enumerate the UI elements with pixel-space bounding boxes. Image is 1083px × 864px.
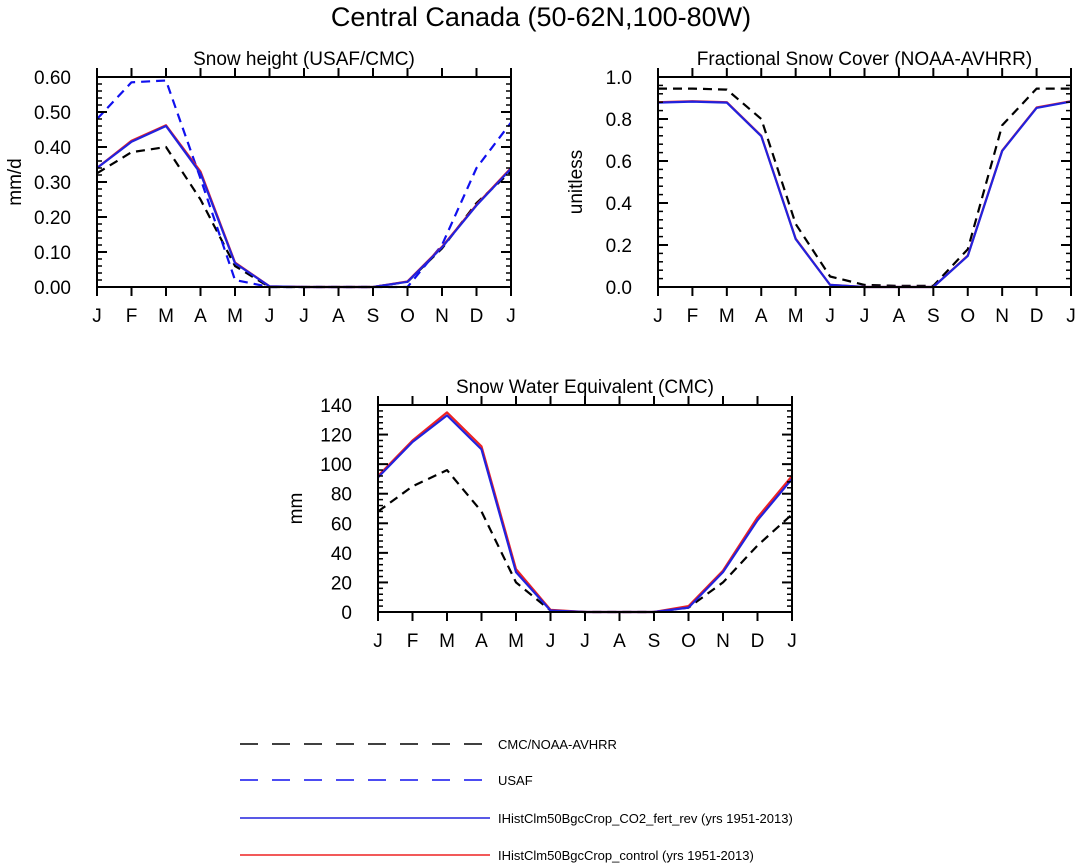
legend-label: IHistClm50BgcCrop_CO2_fert_rev (yrs 1951…: [498, 811, 793, 826]
series-group: [96, 79, 512, 289]
x-tick-label: M: [439, 631, 455, 652]
y-tick-label: 40: [331, 544, 352, 565]
fractional-snow-cover-panel: Fractional Snow Cover (NOAA-AVHRR) unitle…: [566, 49, 1076, 327]
x-tick-label: F: [126, 306, 138, 327]
x-tick-label: N: [995, 306, 1009, 327]
x-tick-label: J: [546, 631, 556, 652]
series-group: [657, 87, 1072, 289]
x-tick-label: J: [580, 631, 590, 652]
y-tick-label: 0.8: [606, 110, 632, 131]
y-tick-label: 100: [320, 455, 352, 476]
y-tick-label: 0.10: [34, 243, 71, 264]
snow-water-equivalent-panel: Snow Water Equivalent (CMC)mmJ F M A M J J A S O N…: [286, 377, 797, 652]
x-tick-label: J: [860, 306, 870, 327]
x-tick-label: N: [716, 631, 730, 652]
x-tick-label: S: [367, 306, 380, 327]
x-tick-label: M: [788, 306, 804, 327]
x-tick-label: J: [825, 306, 835, 327]
x-tick-label: O: [960, 306, 975, 327]
series-line-ihistclm50bgccrop-co2-fert-rev-yrs-1951-2013-: [377, 414, 793, 614]
x-tick-label: M: [158, 306, 174, 327]
y-tick-label: 0.4: [606, 194, 633, 215]
x-tick-label: A: [475, 631, 488, 652]
legend-entry: USAF: [240, 773, 533, 788]
y-tick-label: 0.20: [34, 208, 71, 229]
x-tick-label: M: [508, 631, 524, 652]
series-line-cmc-noaa-avhrr: [377, 469, 793, 614]
series-line-cmc-noaa-avhrr: [658, 87, 1071, 287]
y-tick-label: 0.2: [606, 236, 632, 257]
x-tick-label: J: [506, 306, 516, 327]
series-line-ihistclm50bgccrop-control-yrs-1951-2013-: [377, 411, 793, 614]
x-tick-label: J: [92, 306, 102, 327]
x-tick-label: A: [893, 306, 906, 327]
y-tick-label: 60: [331, 514, 352, 535]
legend: CMC/NOAA-AVHRR USAF IHistClm50BgcCrop_CO2_…: [240, 737, 793, 863]
y-tick-label: 0.60: [34, 68, 71, 89]
x-tick-label: A: [194, 306, 207, 327]
y-tick-label: 1.0: [606, 68, 632, 89]
x-tick-label: M: [719, 306, 735, 327]
plot-frame: [377, 404, 793, 613]
x-tick-label: F: [687, 306, 699, 327]
series-group: [377, 411, 793, 614]
y-tick-label: 0.50: [34, 103, 71, 124]
series-line-usaf: [96, 79, 512, 289]
x-tick-label: D: [751, 631, 765, 652]
x-tick-label: O: [681, 631, 696, 652]
y-axis-label: mm: [286, 493, 307, 525]
panel-title: Snow height (USAF/CMC): [193, 49, 415, 70]
x-tick-label: J: [787, 631, 797, 652]
x-tick-label: D: [470, 306, 484, 327]
x-tick-label: A: [613, 631, 626, 652]
series-line-cmc-noaa-avhrr: [96, 145, 512, 289]
x-tick-label: J: [1066, 306, 1076, 327]
y-tick-label: 0.0: [606, 278, 632, 299]
x-tick-label: S: [648, 631, 661, 652]
plot-frame: [96, 76, 512, 288]
x-tick-label: J: [653, 306, 663, 327]
snow-height-panel: Snow height (USAF/CMC)mm/dJ F M A M J J A S O N D J0…: [5, 49, 516, 327]
y-tick-label: 120: [320, 426, 352, 447]
x-tick-label: F: [407, 631, 419, 652]
series-line-ihistclm50bgccrop-control-yrs-1951-2013-: [96, 124, 512, 289]
series-line-ihistclm50bgccrop-control-yrs-1951-2013-: [657, 100, 1072, 289]
x-tick-label: A: [755, 306, 768, 327]
x-tick-label: M: [227, 306, 243, 327]
y-tick-label: 20: [331, 573, 352, 594]
panel-title: Snow Water Equivalent (CMC): [456, 377, 714, 398]
x-tick-label: O: [400, 306, 415, 327]
figure-title: Central Canada (50-62N,100-80W): [331, 2, 751, 32]
series-line-ihistclm50bgccrop-co2-fert-rev-yrs-1951-2013-: [657, 100, 1072, 289]
y-axis-label: unitless: [566, 150, 587, 214]
x-tick-label: S: [927, 306, 940, 327]
x-tick-label: A: [332, 306, 345, 327]
y-tick-label: 0.00: [34, 278, 71, 299]
x-tick-label: J: [265, 306, 275, 327]
y-axis-label: mm/d: [5, 158, 26, 206]
legend-label: CMC/NOAA-AVHRR: [498, 737, 617, 752]
legend-entry: IHistClm50BgcCrop_control (yrs 1951-2013…: [240, 848, 754, 863]
y-tick-label: 80: [331, 485, 352, 506]
x-tick-label: J: [373, 631, 383, 652]
legend-entry: CMC/NOAA-AVHRR: [240, 737, 617, 752]
legend-label: IHistClm50BgcCrop_control (yrs 1951-2013…: [498, 848, 754, 863]
plot-frame: [657, 76, 1072, 288]
y-tick-label: 0.40: [34, 138, 71, 159]
panel-title: Fractional Snow Cover (NOAA-AVHRR): [697, 49, 1032, 70]
legend-entry: IHistClm50BgcCrop_CO2_fert_rev (yrs 1951…: [240, 811, 793, 826]
y-tick-label: 0.6: [606, 152, 632, 173]
x-tick-label: D: [1030, 306, 1044, 327]
y-tick-label: 0.30: [34, 173, 71, 194]
legend-label: USAF: [498, 773, 533, 788]
x-tick-label: N: [435, 306, 449, 327]
x-tick-label: J: [299, 306, 309, 327]
series-line-ihistclm50bgccrop-co2-fert-rev-yrs-1951-2013-: [96, 124, 512, 289]
y-tick-label: 0: [341, 603, 352, 624]
y-tick-label: 140: [320, 396, 352, 417]
